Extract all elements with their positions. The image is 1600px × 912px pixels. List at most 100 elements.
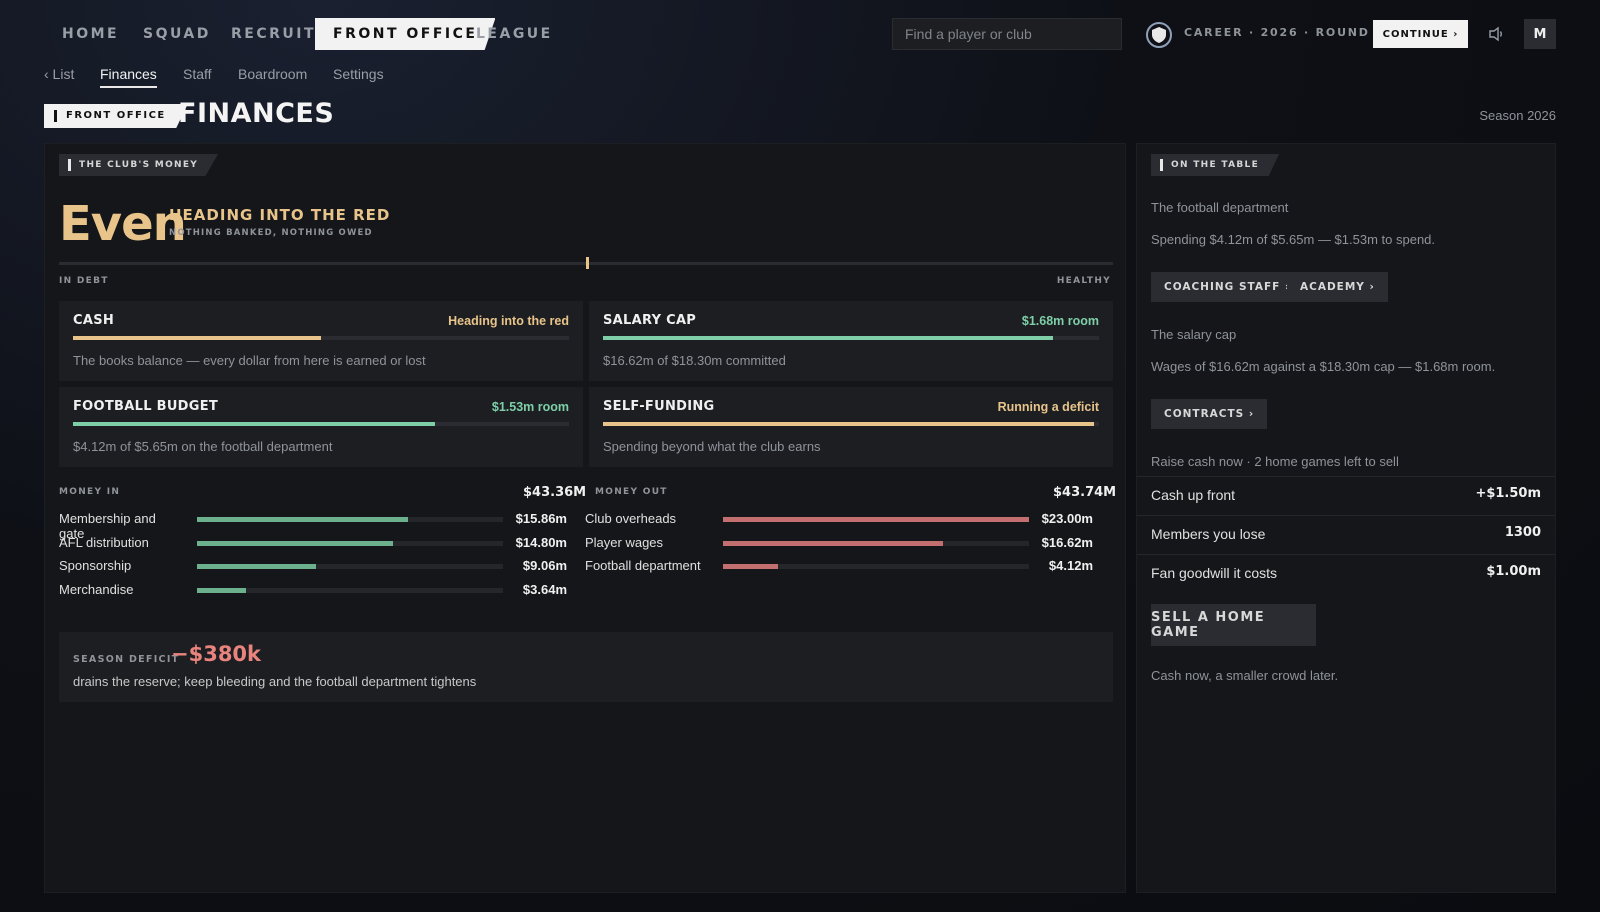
nav-recruit[interactable]: RECRUIT [231,26,317,42]
card-title: FOOTBALL BUDGET [73,399,219,414]
subnav-underline [100,86,157,88]
card-title: SELF-FUNDING [603,399,715,414]
football-dept-heading: The football department [1151,200,1289,215]
meter-label-healthy: HEALTHY [1056,276,1111,286]
money-row-fill [197,587,246,593]
subnav-boardroom[interactable]: Boardroom [238,66,308,82]
coaching-staff-button[interactable]: COACHING STAFF › [1151,272,1304,302]
cash-card: CASH Heading into the red The books bala… [59,301,583,381]
continue-button[interactable]: CONTINUE › [1373,20,1468,48]
money-row-value: $4.12m [1048,558,1093,573]
salary-cap-text: Wages of $16.62m against a $18.30m cap —… [1151,359,1496,374]
money-row: Football department $4.12m [585,558,1093,580]
raise-cash-text: Raise cash now · 2 home games left to se… [1151,454,1399,469]
row-value: $1.00m [1486,564,1541,579]
club-money-tag: THE CLUB'S MONEY [59,154,219,176]
on-the-table-panel: ON THE TABLE The football department Spe… [1136,143,1556,893]
money-row: Sponsorship $9.06m [59,558,567,580]
money-row-value: $3.64m [522,581,567,597]
money-in-total: $43.36M [523,485,587,500]
subnav-finances[interactable]: Finances [100,66,157,82]
card-status: Heading into the red [448,314,569,328]
row-label: Members you lose [1151,526,1266,542]
money-row-label: AFL distribution [59,534,149,550]
subnav-settings[interactable]: Settings [333,66,384,82]
subnav-staff[interactable]: Staff [183,66,212,82]
money-row-track [197,564,503,569]
row-label: Cash up front [1151,487,1236,503]
card-fill [603,336,1054,340]
card-desc: The books balance — every dollar from he… [73,353,426,368]
money-row-fill [197,517,409,522]
career-label: CAREER · 2026 · ROUND 10 [1184,26,1395,39]
section-tag: FRONT OFFICE [44,104,188,128]
card-desc: $16.62m of $18.30m committed [603,353,786,368]
table-row: Members you lose 1300 [1137,515,1555,553]
club-money-panel: THE CLUB'S MONEY Even HEADING INTO THE R… [44,143,1126,893]
money-row-track [723,540,1029,546]
health-meter [59,257,1113,269]
table-row: Cash up front +$1.50m [1137,476,1555,514]
money-row-fill [723,540,944,546]
card-fill [73,422,435,426]
card-track [73,422,569,426]
self-funding-card: SELF-FUNDING Running a deficit Spending … [589,387,1113,467]
deficit-label: SEASON DEFICIT [73,654,180,665]
money-row: Merchandise $3.64m [59,582,567,604]
money-row-label: Football department [585,558,701,573]
money-row: Player wages $16.62m [585,535,1093,557]
money-row-label: Player wages [585,534,664,550]
money-row-fill [723,517,1029,522]
money-row: Club overheads $23.00m [585,511,1093,533]
money-row-fill [197,564,317,569]
health-meter-marker [586,257,589,269]
nav-league[interactable]: LEAGUE [476,26,553,42]
money-row-label: Merchandise [59,581,134,597]
page-title: FINANCES [178,98,335,129]
sell-note: Cash now, a smaller crowd later. [1151,668,1339,683]
nav-front-office[interactable]: FRONT OFFICE [315,18,496,50]
nav-squad[interactable]: SQUAD [143,26,211,42]
money-row-value: $23.00m [1041,511,1093,526]
money-row-label: Membership and gate [59,511,156,541]
salary-cap-card: SALARY CAP $1.68m room $16.62m of $18.30… [589,301,1113,381]
football-dept-text: Spending $4.12m of $5.65m — $1.53m to sp… [1151,232,1436,247]
profile-button[interactable]: M [1524,19,1556,49]
money-row-fill [723,564,779,569]
card-status: $1.53m room [491,400,569,414]
search-input[interactable] [892,18,1122,50]
money-out-total: $43.74M [1053,485,1117,500]
card-desc: Spending beyond what the club earns [603,439,821,454]
nav-home[interactable]: HOME [62,26,120,42]
speaker-icon[interactable] [1488,26,1506,42]
academy-button[interactable]: ACADEMY › [1287,272,1388,302]
sell-home-game-button[interactable]: SELL A HOME GAME [1151,604,1316,646]
money-row-value: $14.80m [515,534,567,550]
card-title: CASH [73,313,115,328]
table-row: Fan goodwill it costs $1.00m [1137,554,1555,592]
money-row-value: $15.86m [515,511,567,526]
money-state: Even [59,196,187,252]
money-row-track [197,587,503,593]
subnav-back-list[interactable]: ‹ List [44,66,75,82]
row-value: 1300 [1504,525,1541,540]
contracts-button[interactable]: CONTRACTS › [1151,399,1268,429]
deficit-value: −$380k [171,642,262,666]
card-desc: $4.12m of $5.65m on the football departm… [73,439,333,454]
money-row-label: Club overheads [585,511,677,526]
card-track [73,336,569,340]
salary-cap-heading: The salary cap [1151,327,1237,342]
money-row: AFL distribution $14.80m [59,535,567,557]
card-fill [73,336,321,340]
money-row-track [197,540,503,546]
money-row-track [723,517,1029,522]
money-row-value: $16.62m [1041,534,1093,550]
card-fill [603,422,1095,426]
card-status: $1.68m room [1021,314,1099,328]
card-track [603,422,1099,426]
season-deficit-box: SEASON DEFICIT −$380k drains the reserve… [59,632,1113,702]
money-row-track [197,517,503,522]
money-row-track [723,564,1029,569]
shield-icon [1146,22,1172,48]
card-title: SALARY CAP [603,313,697,328]
